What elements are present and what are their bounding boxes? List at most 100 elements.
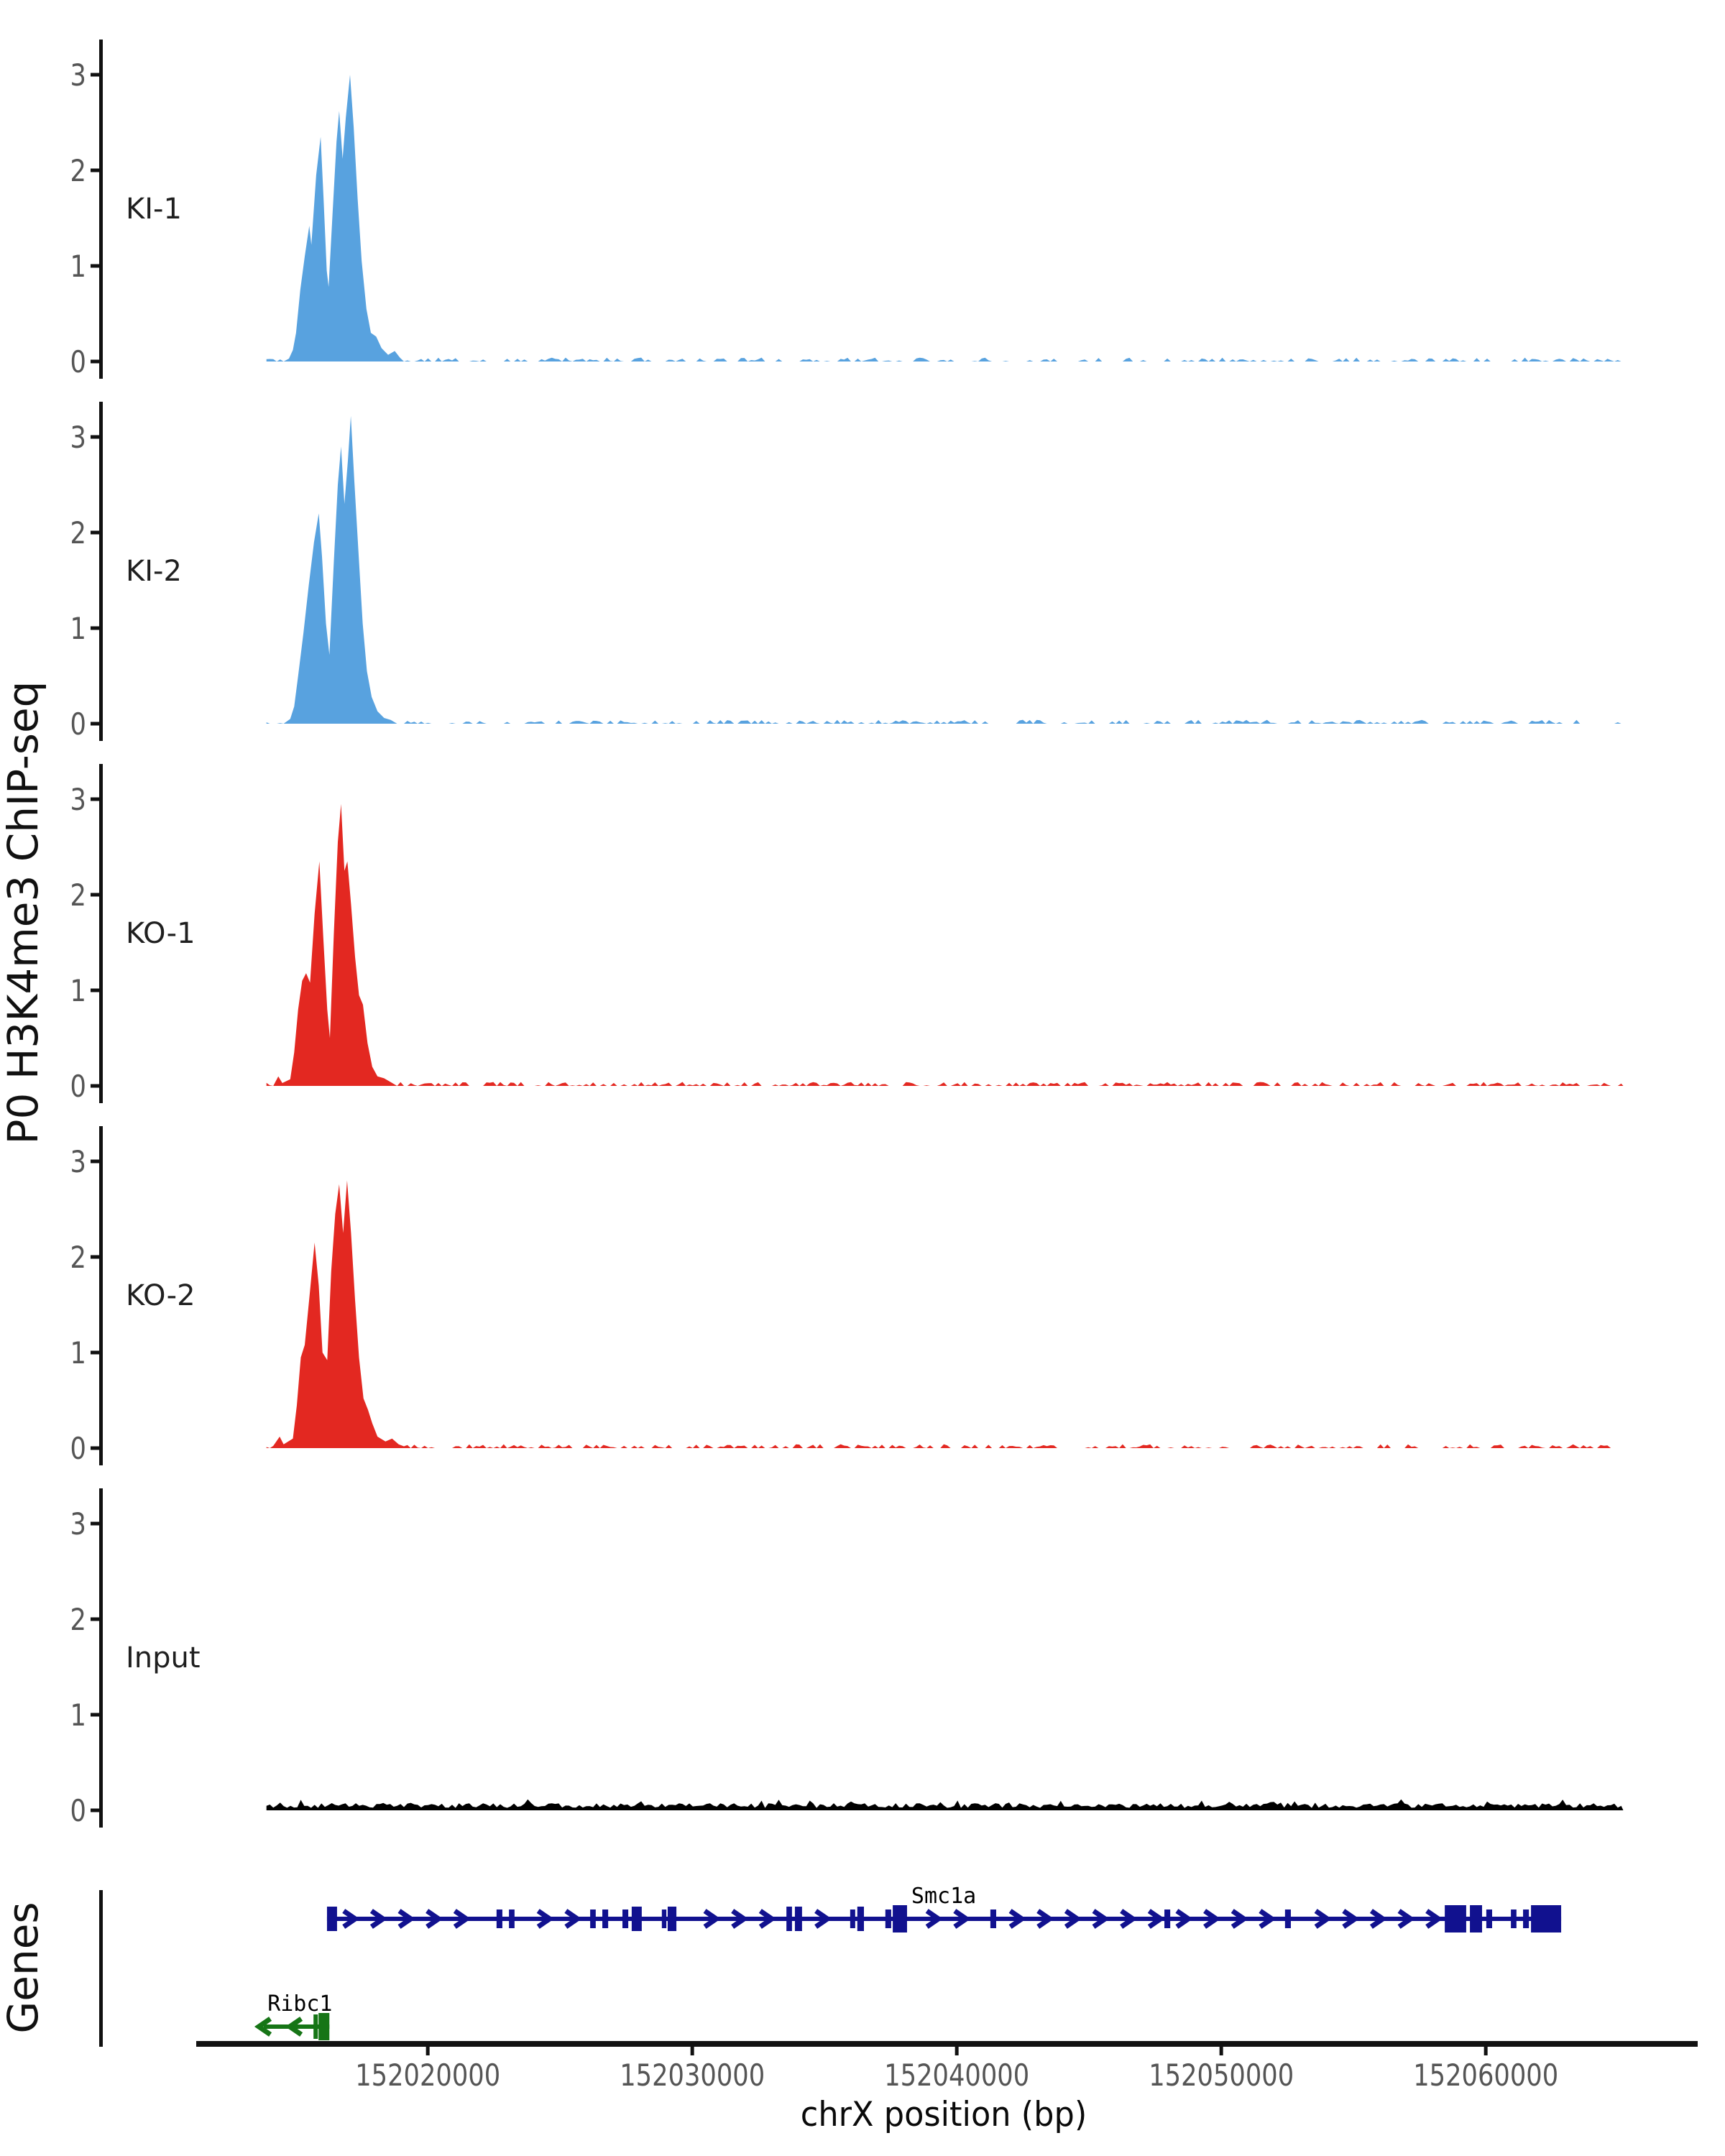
gene-body-line bbox=[264, 2024, 330, 2029]
track-label: KI-1 bbox=[126, 193, 182, 226]
y-tick bbox=[91, 168, 99, 172]
gene-strand-arrow bbox=[536, 1909, 554, 1929]
x-tick-label: 152030000 bbox=[620, 2058, 765, 2093]
track-KO-1: 0 1 2 3 KO-1 bbox=[70, 764, 1624, 1105]
x-axis-line bbox=[196, 2041, 1698, 2047]
y-tick bbox=[91, 988, 99, 992]
y-tick-label: 2 bbox=[70, 516, 86, 551]
x-axis-layer: 152020000 152030000 152040000 152050000 1520… bbox=[196, 2041, 1698, 2093]
y-tick-label: 3 bbox=[70, 58, 86, 93]
gene-exon bbox=[786, 1907, 792, 1931]
y-axis-spine bbox=[99, 40, 103, 379]
gene-strand-arrow bbox=[1008, 1909, 1026, 1929]
track-KI-2: 0 1 2 3 KI-2 bbox=[70, 402, 1624, 742]
x-tick-label: 152050000 bbox=[1149, 2058, 1294, 2093]
y-tick bbox=[91, 1084, 99, 1088]
gene-ribc1: Ribc1 bbox=[254, 1991, 333, 2040]
y-axis-label: P0 H3K4me3 ChIP-seq bbox=[0, 681, 47, 1145]
track-label: Input bbox=[126, 1641, 201, 1674]
gene-strand-arrow bbox=[397, 1909, 415, 1929]
x-tick bbox=[1484, 2047, 1488, 2055]
y-tick-label: 1 bbox=[70, 249, 86, 285]
gene-body-line bbox=[326, 1917, 1562, 1921]
y-tick bbox=[91, 1446, 99, 1450]
y-tick bbox=[91, 1808, 99, 1812]
y-tick bbox=[91, 893, 99, 897]
genes-axis-spine bbox=[99, 1890, 103, 2047]
gene-smc1a: Smc1a bbox=[326, 1884, 1562, 1932]
y-tick-label: 3 bbox=[70, 783, 86, 818]
y-tick bbox=[91, 626, 99, 630]
track-label: KO-2 bbox=[126, 1279, 196, 1312]
y-tick bbox=[91, 359, 99, 364]
gene-strand-arrow bbox=[342, 1909, 360, 1929]
x-axis-label: chrX position (bp) bbox=[801, 2094, 1087, 2134]
gene-strand-arrow bbox=[1425, 1909, 1443, 1929]
y-tick-label: 2 bbox=[70, 1603, 86, 1638]
gene-strand-arrow bbox=[1092, 1909, 1110, 1929]
gene-strand-arrow bbox=[453, 1909, 471, 1929]
gene-exon bbox=[326, 1907, 337, 1931]
y-tick-label: 0 bbox=[70, 1069, 86, 1105]
gene-strand-arrow bbox=[1175, 1909, 1193, 1929]
y-tick bbox=[91, 435, 99, 439]
x-tick-label: 152020000 bbox=[355, 2058, 500, 2093]
gene-exon bbox=[318, 2013, 330, 2040]
gene-exon bbox=[990, 1909, 996, 1928]
gene-strand-arrow bbox=[254, 2017, 272, 2037]
x-tick-label: 152060000 bbox=[1413, 2058, 1558, 2093]
gene-exon bbox=[496, 1909, 502, 1928]
y-tick-label: 3 bbox=[70, 1145, 86, 1180]
y-tick-label: 1 bbox=[70, 974, 86, 1009]
gene-strand-arrow bbox=[925, 1909, 943, 1929]
y-tick-label: 3 bbox=[70, 420, 86, 456]
gene-strand-arrow bbox=[814, 1909, 832, 1929]
gene-strand-arrow bbox=[1230, 1909, 1248, 1929]
gene-name-label: Smc1a bbox=[911, 1884, 976, 1909]
signal-area-KI-1 bbox=[266, 75, 1624, 361]
y-axis-spine bbox=[99, 1488, 103, 1828]
y-tick-label: 1 bbox=[70, 1698, 86, 1733]
gene-exon bbox=[893, 1905, 907, 1932]
x-tick bbox=[1219, 2047, 1223, 2055]
x-tick bbox=[426, 2047, 430, 2055]
signal-area-KI-2 bbox=[266, 415, 1624, 724]
signal-area-Input bbox=[266, 1799, 1624, 1810]
gene-exon bbox=[590, 1909, 596, 1928]
gene-exon bbox=[622, 1909, 629, 1928]
genes-panel-label: Genes bbox=[0, 1902, 47, 2033]
track-label: KO-1 bbox=[126, 917, 196, 950]
gene-exon bbox=[1486, 1909, 1492, 1928]
gene-strand-arrow bbox=[1120, 1909, 1138, 1929]
gene-strand-arrow bbox=[426, 1909, 443, 1929]
gene-strand-arrow bbox=[758, 1909, 777, 1929]
y-tick bbox=[91, 722, 99, 726]
y-tick-label: 2 bbox=[70, 154, 86, 189]
y-tick bbox=[91, 797, 99, 801]
gene-strand-arrow bbox=[1314, 1909, 1332, 1929]
y-tick-label: 1 bbox=[70, 1336, 86, 1371]
genes-panel-layer: Smc1a Ribc1 bbox=[99, 1884, 1562, 2047]
gene-exon bbox=[602, 1909, 609, 1928]
track-KI-1: 0 1 2 3 KI-1 bbox=[70, 40, 1624, 380]
gene-strand-arrow bbox=[731, 1909, 749, 1929]
gene-strand-arrow bbox=[1397, 1909, 1415, 1929]
gene-exon bbox=[885, 1909, 891, 1928]
gene-strand-arrow bbox=[1036, 1909, 1054, 1929]
y-tick bbox=[91, 1521, 99, 1526]
track-KO-2: 0 1 2 3 KO-2 bbox=[70, 1126, 1624, 1467]
gene-name-label: Ribc1 bbox=[267, 1991, 332, 2017]
y-axis-spine bbox=[99, 1126, 103, 1465]
gene-exon bbox=[661, 1909, 667, 1928]
y-tick bbox=[91, 1617, 99, 1621]
track-label: KI-2 bbox=[126, 555, 182, 588]
x-tick bbox=[954, 2047, 959, 2055]
gene-exon bbox=[509, 1909, 515, 1928]
gene-exon bbox=[1511, 1909, 1517, 1928]
gene-strand-arrow bbox=[1147, 1909, 1165, 1929]
signal-tracks-layer: 0 1 2 3 KI-1 0 1 2 3 KI-2 0 1 2 3 KO-1 0 1 2 3 KO-2 0 1 2 3 Inpu… bbox=[70, 40, 1624, 1829]
y-tick bbox=[91, 1159, 99, 1164]
y-tick-label: 2 bbox=[70, 878, 86, 913]
